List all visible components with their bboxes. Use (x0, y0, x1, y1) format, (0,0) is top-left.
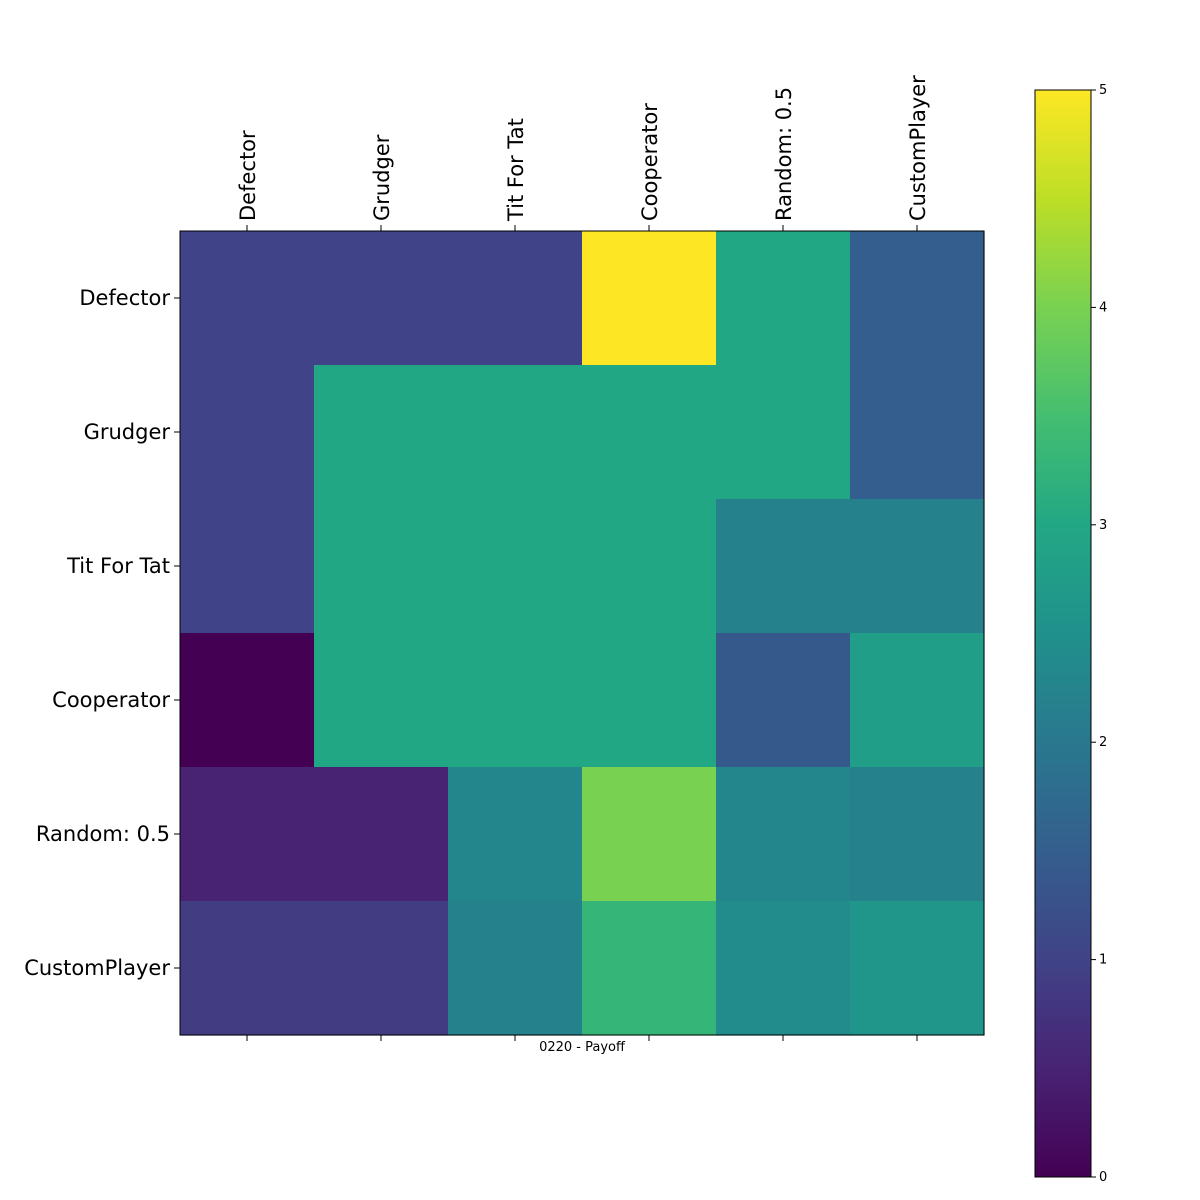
y-tick-label: Defector (79, 286, 170, 310)
heatmap-cell (716, 901, 851, 1036)
colorbar-tick-label: 3 (1099, 518, 1107, 533)
heatmap-cell (314, 901, 449, 1036)
colorbar-tick-label: 5 (1099, 83, 1107, 98)
x-tick-label: CustomPlayer (906, 75, 930, 221)
heatmap-cell (582, 767, 717, 902)
heatmap-cell (716, 767, 851, 902)
heatmap-cell (716, 499, 851, 634)
colorbar (1034, 89, 1092, 1178)
y-tick-label: Grudger (84, 420, 171, 444)
y-tick-label: Cooperator (52, 688, 170, 712)
heatmap-cells (180, 231, 985, 1036)
heatmap-cell (448, 901, 583, 1036)
colorbar-tick-label: 0 (1099, 1170, 1107, 1185)
heatmap-cell (850, 633, 985, 768)
heatmap-cell (448, 633, 583, 768)
colorbar-tick-label: 4 (1099, 300, 1107, 315)
heatmap-cell (314, 767, 449, 902)
x-tick-label: Defector (236, 130, 260, 221)
colorbar-tick-label: 1 (1099, 953, 1107, 968)
heatmap-cell (716, 633, 851, 768)
heatmap-cell (448, 499, 583, 634)
heatmap-cell (448, 365, 583, 500)
heatmap-cell (180, 499, 315, 634)
y-tick-label: Tit For Tat (66, 554, 170, 578)
heatmap-cell (448, 767, 583, 902)
heatmap-cell (180, 231, 315, 366)
heatmap-cell (850, 231, 985, 366)
colorbar-tick-label: 2 (1099, 735, 1107, 750)
heatmap-cell (850, 365, 985, 500)
y-tick-label: Random: 0.5 (36, 822, 170, 846)
heatmap-cell (180, 365, 315, 500)
colorbar-ticks: 0 1 2 3 4 5 (1091, 83, 1107, 1185)
heatmap-cell (582, 499, 717, 634)
heatmap-cell (180, 767, 315, 902)
heatmap-cell (582, 633, 717, 768)
heatmap-cell (314, 499, 449, 634)
heatmap-cell (850, 901, 985, 1036)
x-tick-label: Grudger (370, 134, 394, 221)
y-tick-label: CustomPlayer (24, 956, 170, 980)
heatmap-cell (314, 633, 449, 768)
heatmap-cell (314, 231, 449, 366)
x-axis-bottom-ticks (246, 1035, 918, 1041)
x-tick-label: Random: 0.5 (772, 87, 796, 221)
heatmap-cell (180, 901, 315, 1036)
heatmap-cell (716, 231, 851, 366)
heatmap-cell (314, 365, 449, 500)
plot-frame (179, 230, 985, 1036)
heatmap-cell (716, 365, 851, 500)
heatmap-cell (850, 767, 985, 902)
heatmap-cell (448, 231, 583, 366)
y-axis: Defector Grudger Tit For Tat Cooperator Rand… (24, 286, 180, 980)
heatmap-cell (850, 499, 985, 634)
heatmap-cell (180, 633, 315, 768)
heatmap-cell (582, 365, 717, 500)
x-axis-label: 0220 - Payoff (539, 1040, 626, 1055)
heatmap-cell (582, 231, 717, 366)
x-axis-top: Defector Grudger Tit For Tat Cooperator Rand… (236, 75, 930, 231)
heatmap-cell (582, 901, 717, 1036)
x-tick-label: Cooperator (638, 103, 662, 221)
x-tick-label: Tit For Tat (504, 118, 528, 222)
